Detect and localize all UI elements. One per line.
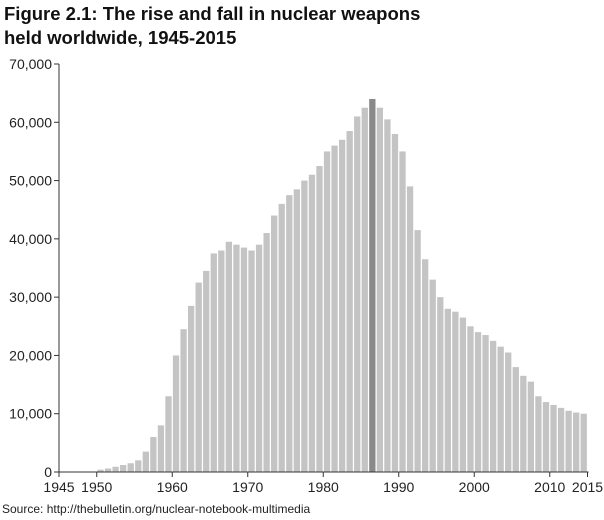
source-note: Source: http://thebulletin.org/nuclear-n…	[2, 502, 311, 516]
bar-1989	[391, 133, 399, 472]
bar-1964	[203, 270, 210, 472]
bar-2014	[580, 413, 587, 472]
chart-title: Figure 2.1: The rise and fall in nuclear…	[4, 2, 594, 50]
bar-1969	[240, 247, 248, 472]
bar-1981	[331, 145, 338, 472]
bar-2004	[505, 352, 512, 472]
bar-1953	[120, 465, 127, 472]
bar-1993	[422, 259, 429, 472]
bar-2009	[542, 402, 550, 472]
bar-1988	[384, 119, 391, 473]
bar-1958	[157, 425, 165, 472]
bar-1998	[459, 317, 467, 472]
bar-1967	[225, 241, 233, 472]
chart-title-line-2: held worldwide, 1945-2015	[4, 27, 237, 48]
bar-1951	[104, 468, 112, 472]
x-tick-label: 2015	[572, 479, 603, 495]
bar-1970	[248, 250, 255, 472]
bar-1978	[308, 174, 316, 473]
y-tick-label: 30,000	[9, 289, 52, 305]
nuclear-weapons-bar-chart: 0 10,000 20,000 30,000 40,000 50,000 60,000 70,…	[9, 56, 603, 495]
bar-1979	[316, 166, 323, 472]
bar-1995	[437, 297, 444, 472]
bar-2013	[573, 412, 580, 472]
bar-1962	[187, 305, 195, 472]
bar-1980	[323, 151, 331, 472]
bar-1954	[127, 463, 134, 472]
bar-1968	[233, 244, 240, 472]
bar-1966	[218, 250, 225, 472]
bar-1965	[210, 253, 217, 472]
bar-2008	[535, 396, 542, 472]
bar-2002	[489, 340, 497, 472]
bar-1992	[414, 230, 421, 472]
y-tick-label: 10,000	[9, 406, 52, 422]
y-tick-label: 40,000	[9, 231, 52, 247]
bar-1996	[444, 308, 451, 472]
bar-1974	[278, 203, 285, 472]
bar-2003	[497, 346, 504, 472]
bar-1982	[338, 139, 346, 472]
bar-1990	[399, 151, 406, 472]
axes-group: 0 10,000 20,000 30,000 40,000 50,000 60,000 70,…	[9, 56, 603, 495]
bar-1963	[195, 282, 202, 472]
bar-1960	[172, 355, 180, 472]
chart-title-line-1: Figure 2.1: The rise and fall in nuclear…	[4, 3, 421, 24]
x-tick-label: 1960	[157, 479, 188, 495]
x-tick-label: 1950	[81, 479, 112, 495]
y-tick-label: 0	[44, 464, 52, 480]
bar-1957	[150, 437, 157, 472]
bar-1961	[180, 329, 187, 472]
bar-1975	[286, 195, 293, 472]
bar-2000	[474, 332, 482, 472]
bar-2010	[550, 404, 557, 472]
y-tick-label: 60,000	[9, 114, 52, 130]
x-tick-label: 1970	[232, 479, 263, 495]
bar-1984	[354, 116, 361, 473]
bar-1977	[301, 180, 308, 472]
bar-2012	[565, 410, 572, 472]
bar-1986	[369, 98, 376, 472]
y-tick-label: 70,000	[9, 56, 52, 72]
bar-1950	[97, 469, 104, 472]
bar-1971	[255, 244, 263, 472]
bar-1972	[263, 233, 270, 472]
x-tick-label: 2000	[459, 479, 490, 495]
bar-2005	[512, 367, 519, 472]
bar-1985	[361, 107, 368, 473]
bar-1994	[429, 279, 436, 472]
bar-1997	[452, 311, 459, 472]
bar-1999	[467, 326, 474, 472]
bar-2001	[482, 335, 489, 472]
bar-1987	[376, 107, 384, 473]
x-tick-label: 1990	[383, 479, 414, 495]
y-tick-label: 20,000	[9, 347, 52, 363]
x-tick-label: 2010	[534, 479, 565, 495]
x-tick-label: 1945	[43, 479, 74, 495]
bar-2011	[557, 407, 565, 472]
x-tick-label: 1980	[308, 479, 339, 495]
bar-1973	[271, 215, 278, 473]
bars-group	[97, 98, 587, 473]
bar-1956	[142, 451, 149, 472]
bar-1976	[293, 189, 300, 472]
bar-2006	[520, 375, 527, 472]
bar-1955	[135, 460, 142, 472]
bar-1991	[406, 186, 414, 472]
bar-1952	[112, 466, 119, 472]
bar-1983	[346, 131, 353, 472]
y-tick-label: 50,000	[9, 173, 52, 189]
bar-1959	[165, 396, 172, 472]
bar-2007	[527, 381, 535, 472]
